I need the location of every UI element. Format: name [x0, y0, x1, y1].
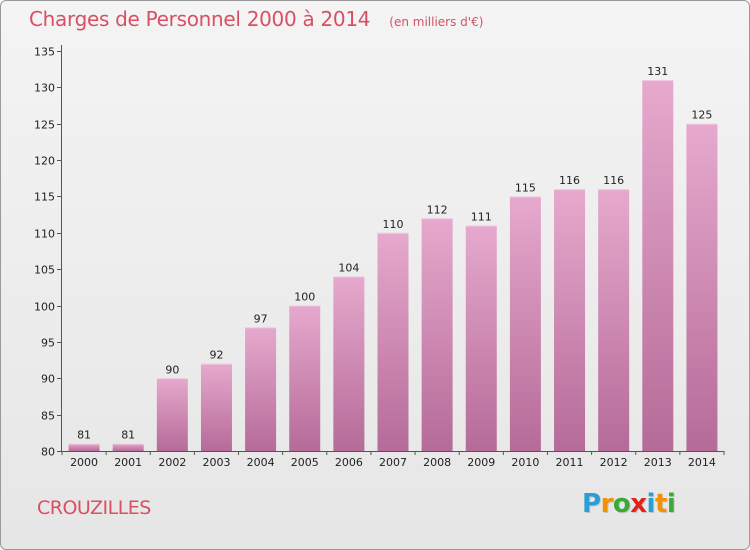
logo-letter: i [646, 489, 656, 519]
x-tick-label: 2002 [158, 456, 186, 469]
data-label-2012: 116 [603, 174, 624, 187]
bars-group [68, 80, 718, 452]
bar-2014 [686, 123, 718, 452]
data-label-2011: 116 [559, 174, 580, 187]
logo-letter: i [666, 489, 676, 519]
bar-2007 [377, 232, 409, 451]
bar-2009 [465, 225, 497, 451]
logo-letter: t [654, 489, 667, 519]
bar-2005 [289, 305, 321, 451]
y-tick-label: 95 [41, 337, 55, 350]
x-tick-label: 2012 [600, 456, 628, 469]
bar-2004 [245, 327, 277, 451]
data-label-2007: 110 [383, 218, 404, 231]
bar-2011 [554, 189, 586, 451]
proxiti-logo: Proxiti [582, 489, 676, 519]
y-tick-label: 125 [34, 119, 55, 132]
y-tick-label: 105 [34, 264, 55, 277]
chart-title: Charges de Personnel 2000 à 2014 [29, 7, 371, 31]
data-label-2001: 81 [121, 429, 135, 442]
y-tick-label: 100 [34, 301, 55, 314]
x-tick-label: 2006 [335, 456, 363, 469]
x-tick-label: 2005 [291, 456, 319, 469]
bar-2001 [112, 443, 144, 451]
y-tick-label: 130 [34, 82, 55, 95]
y-tick-label: 120 [34, 155, 55, 168]
x-tick-label: 2013 [644, 456, 672, 469]
bar-2003 [200, 363, 232, 451]
logo-letter: x [630, 489, 647, 519]
x-tick-label: 2004 [247, 456, 275, 469]
bar-2008 [421, 218, 453, 451]
x-tick-label: 2011 [556, 456, 584, 469]
x-tick-label: 2008 [423, 456, 451, 469]
labels-group: 81 2000 81 2001 90 2002 92 2003 97 2004 100 2005 104… [34, 46, 716, 470]
bar-2000 [68, 443, 100, 451]
data-label-2002: 90 [165, 363, 179, 376]
data-label-2014: 125 [691, 109, 712, 122]
x-tick-label: 2003 [202, 456, 230, 469]
y-tick-label: 80 [41, 446, 55, 459]
y-tick-label: 135 [34, 46, 55, 59]
logo-letter: P [582, 489, 601, 519]
bar-2006 [333, 276, 365, 451]
data-label-2003: 92 [209, 349, 223, 362]
data-label-2000: 81 [77, 429, 91, 442]
data-label-2013: 131 [647, 65, 668, 78]
x-tick-label: 2009 [467, 456, 495, 469]
title-row: Charges de Personnel 2000 à 2014 (en mil… [29, 7, 483, 31]
bar-2012 [598, 189, 630, 451]
x-tick-label: 2000 [70, 456, 98, 469]
x-tick-label: 2010 [511, 456, 539, 469]
x-tick-label: 2007 [379, 456, 407, 469]
x-tick-label: 2001 [114, 456, 142, 469]
y-tick-label: 110 [34, 228, 55, 241]
logo-letter: o [612, 489, 631, 519]
y-tick-label: 85 [41, 410, 55, 423]
bar-2010 [509, 196, 541, 451]
unit-note: (en milliers d'€) [389, 15, 484, 29]
data-label-2006: 104 [338, 261, 359, 274]
bar-2002 [156, 378, 188, 451]
data-label-2004: 97 [254, 312, 268, 325]
data-label-2010: 115 [515, 181, 536, 194]
bar-2013 [642, 80, 674, 451]
y-tick-label: 115 [34, 191, 55, 204]
axes-group [57, 45, 725, 455]
data-label-2009: 111 [471, 211, 492, 224]
y-tick-label: 90 [41, 373, 55, 386]
logo-letter: r [600, 489, 614, 519]
data-label-2008: 112 [427, 203, 448, 216]
x-tick-label: 2014 [688, 456, 716, 469]
town-name: CROUZILLES [37, 497, 151, 519]
data-label-2005: 100 [294, 291, 315, 304]
